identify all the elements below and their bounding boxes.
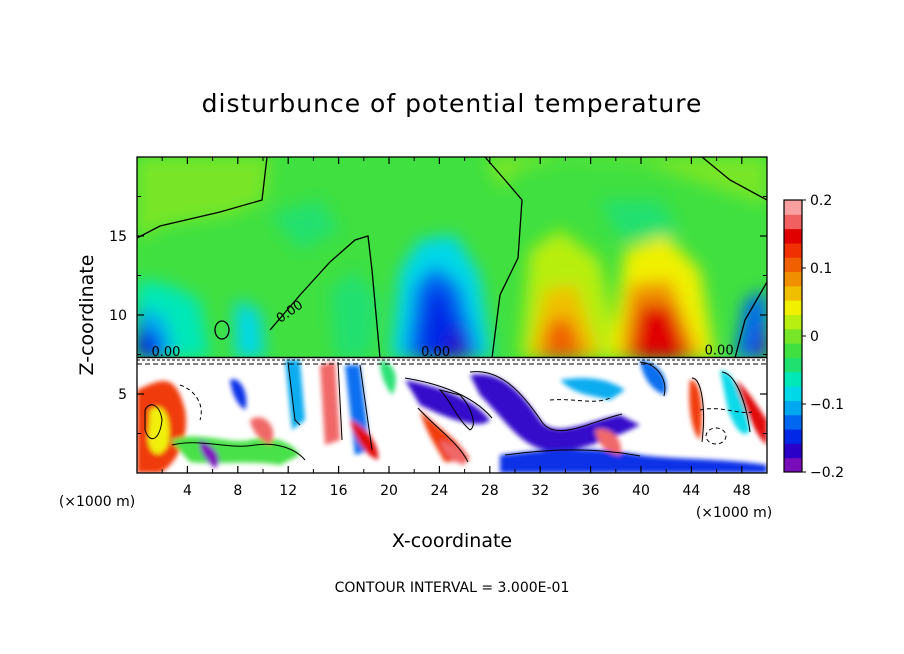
colorbar-segment — [784, 271, 802, 287]
colorbar-segment — [784, 414, 802, 430]
x-tick-label: 20 — [380, 483, 398, 499]
x-tick-label: 40 — [632, 483, 650, 499]
y-tick-label: 10 — [109, 308, 127, 324]
x-tick-label: 4 — [183, 483, 192, 499]
contour-label: 0.00 — [152, 345, 181, 360]
x-tick-label: 8 — [233, 483, 242, 499]
colorbar-segment — [784, 228, 802, 244]
x-tick-label: 12 — [279, 483, 297, 499]
colorbar-tick-label: 0.1 — [810, 261, 832, 277]
colorbar-segment — [784, 200, 802, 215]
contour-interval-footer: CONTOUR INTERVAL = 3.000E-01 — [335, 580, 570, 596]
contour-label: 0.00 — [421, 345, 450, 360]
x-tick-label: 16 — [330, 483, 348, 499]
y-tick-label: 15 — [109, 229, 127, 245]
colorbar-segment — [784, 300, 802, 316]
x-axis-label: X-coordinate — [392, 530, 512, 552]
colorbar-segment — [784, 357, 802, 373]
colorbar-segment — [784, 314, 802, 330]
colorbar-segment — [784, 400, 802, 416]
colorbar-segment — [784, 371, 802, 387]
colorbar-segment — [784, 242, 802, 258]
colorbar-segment — [784, 343, 802, 358]
x-tick-label: 36 — [582, 483, 600, 499]
x-tick-label: 44 — [682, 483, 700, 499]
y-axis: 5 10 15 — [109, 196, 767, 434]
upper-field — [137, 157, 767, 358]
chart-title: disturbunce of potential temperature — [202, 89, 703, 118]
colorbar-segment — [784, 386, 802, 401]
y-tick-label: 5 — [118, 387, 127, 403]
colorbar: 0.2 0.1 0 −0.1 −0.2 — [783, 193, 844, 481]
colorbar-segment — [784, 214, 802, 230]
x-unit-label: (×1000 m) — [59, 494, 135, 510]
colorbar-segment — [784, 429, 802, 444]
colorbar-segment — [784, 443, 802, 459]
x-tick-label: 28 — [481, 483, 499, 499]
x-tick-label: 32 — [531, 483, 549, 499]
plot-area: 0.000.00 0.00 0.00 — [136, 156, 768, 474]
x-tick-label: 48 — [733, 483, 751, 499]
x-tick-label: 24 — [430, 483, 448, 499]
colorbar-tick-label: 0 — [810, 329, 819, 345]
colorbar-segment — [784, 257, 802, 273]
colorbar-tick-label: −0.1 — [810, 397, 844, 413]
colorbar-tick-label: −0.2 — [810, 465, 844, 481]
colorbar-segment — [784, 328, 802, 344]
x-axis: 4 8 12 16 20 24 28 32 36 40 44 48 — [161, 157, 751, 499]
lower-field — [137, 357, 767, 473]
colorbar-segment — [784, 457, 802, 473]
colorbar-tick-label: 0.2 — [810, 193, 832, 209]
y-axis-label: Z-coordinate — [76, 255, 98, 376]
contour-label: 0.00 — [705, 344, 734, 359]
z-unit-label: (×1000 m) — [696, 505, 772, 521]
colorbar-segment — [784, 285, 802, 301]
